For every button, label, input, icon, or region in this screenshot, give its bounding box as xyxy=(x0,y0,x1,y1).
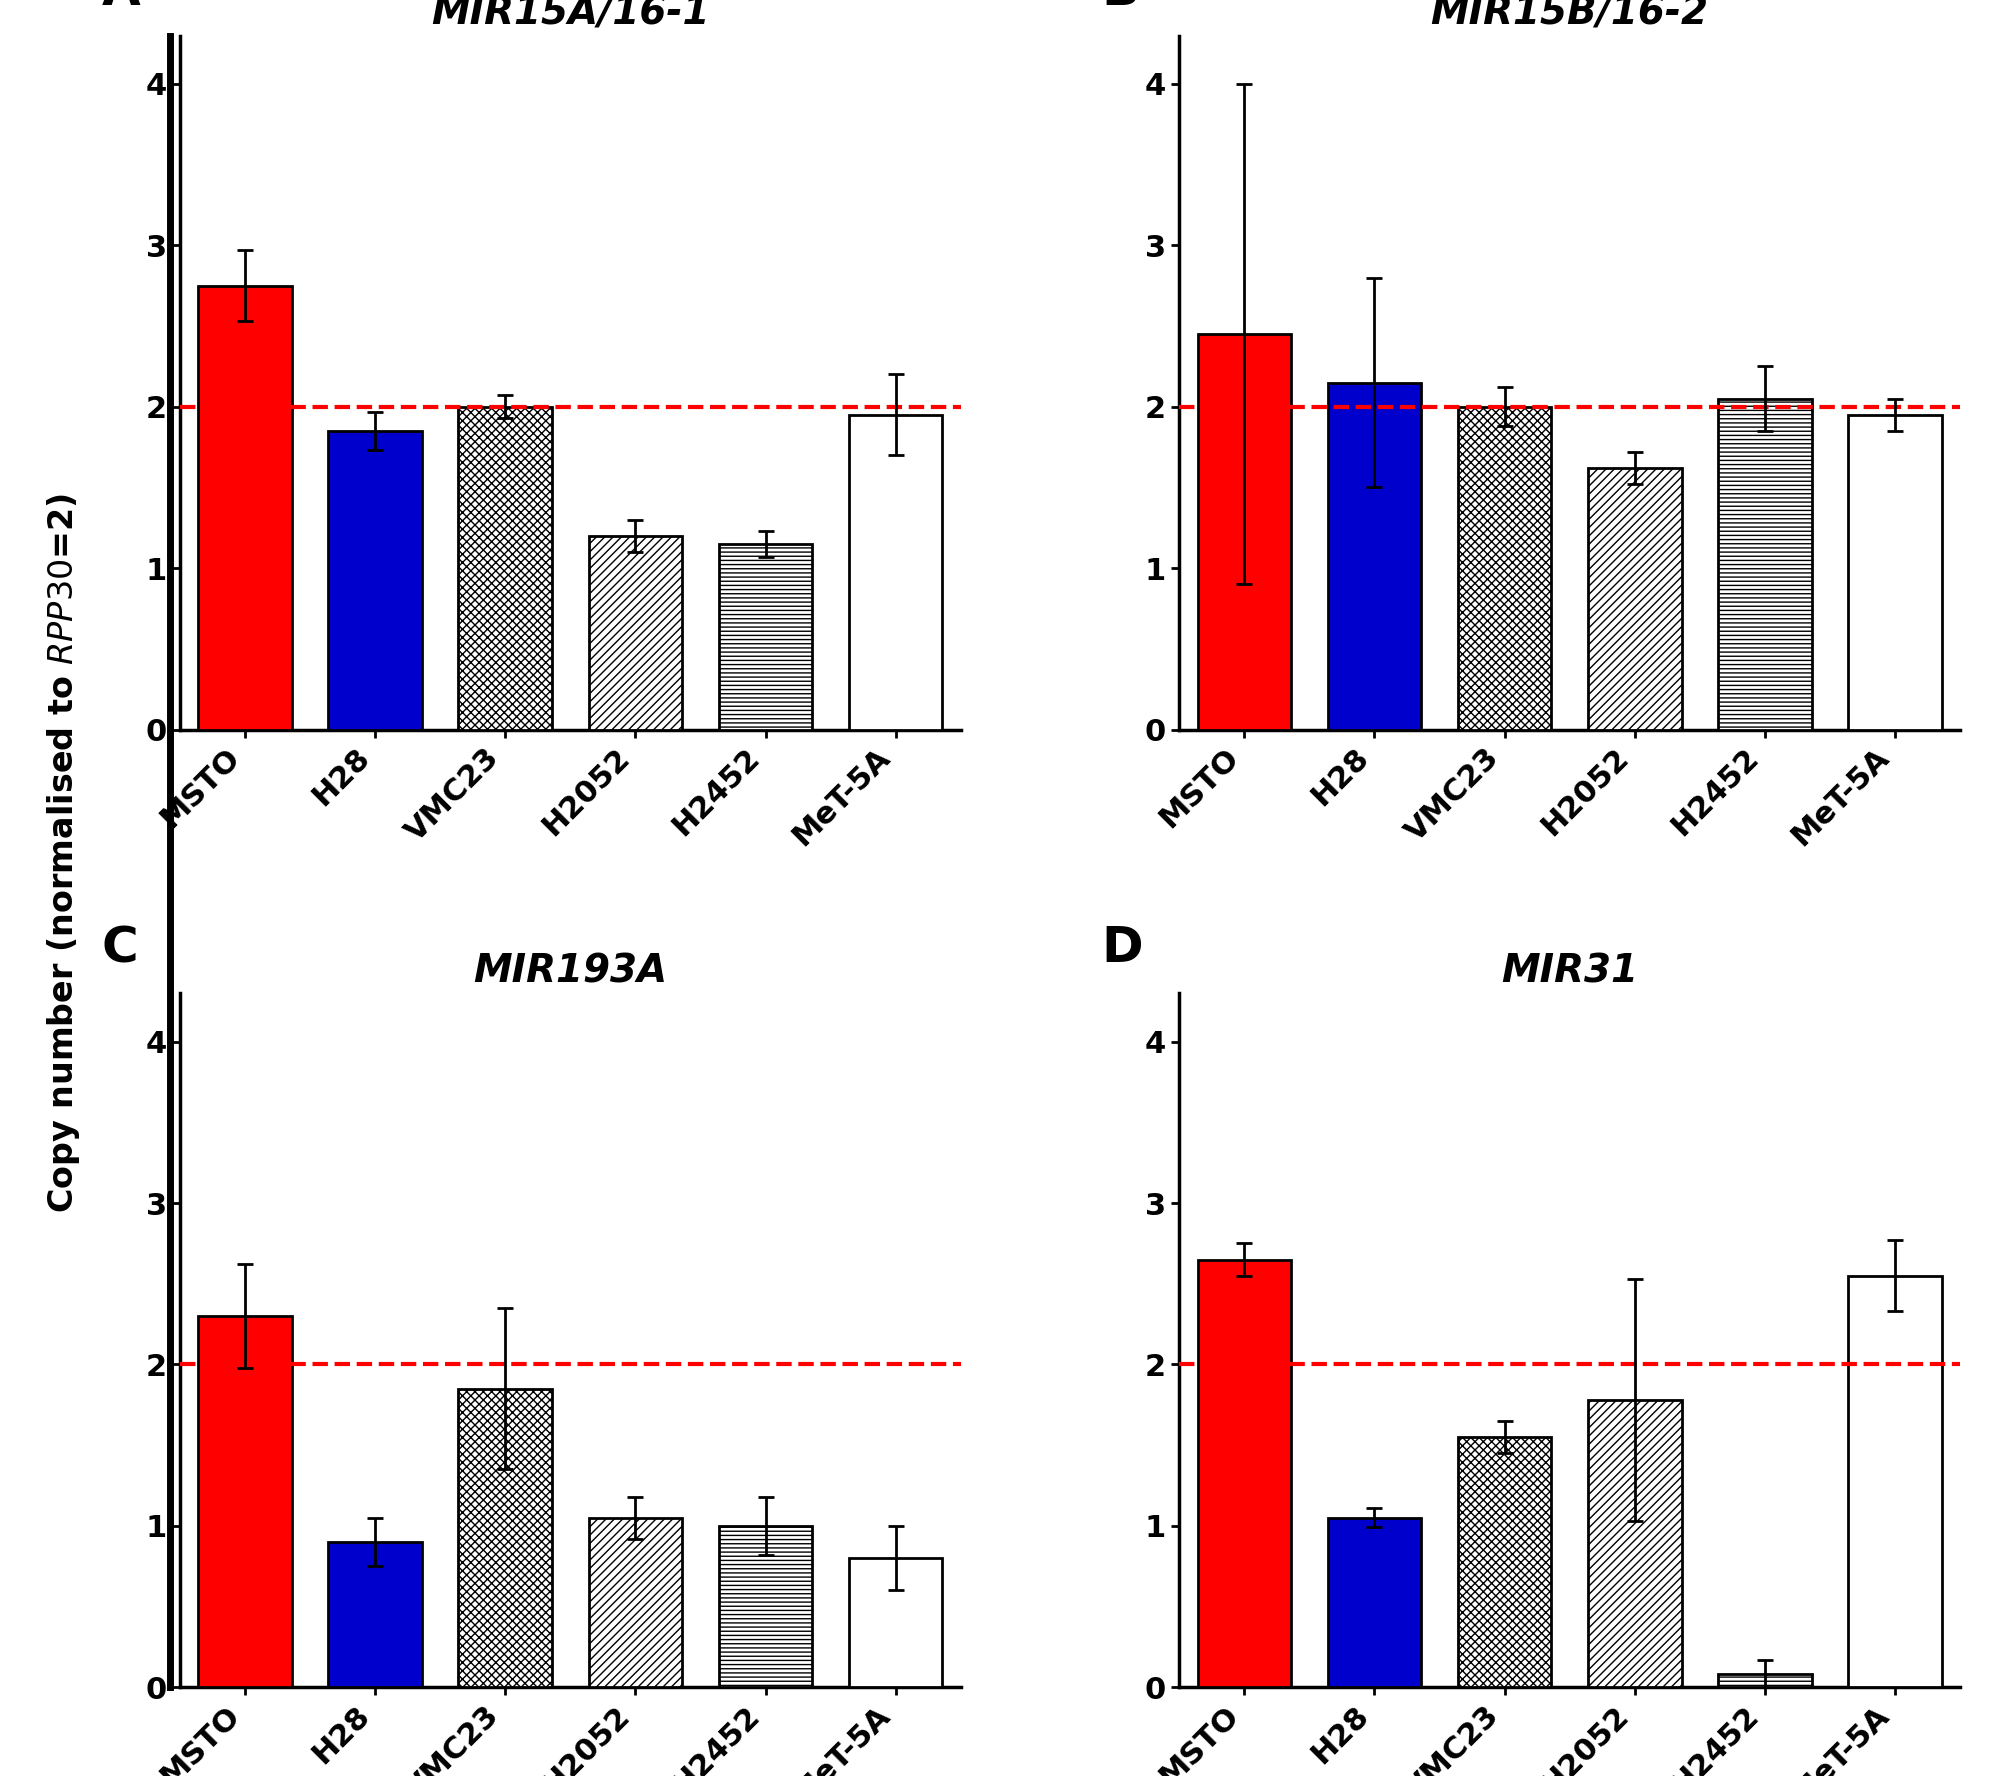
Text: Copy number (normalised to $\it{RPP30}$=2): Copy number (normalised to $\it{RPP30}$=… xyxy=(46,492,82,1213)
Bar xyxy=(328,432,422,730)
Title: MIR15A/16-1: MIR15A/16-1 xyxy=(432,0,710,32)
Bar xyxy=(848,416,942,730)
Title: MIR193A: MIR193A xyxy=(474,952,668,989)
Bar xyxy=(1458,407,1552,730)
Bar xyxy=(718,1526,812,1687)
Bar xyxy=(458,1389,552,1687)
Bar xyxy=(1198,334,1292,730)
Bar xyxy=(588,1518,682,1687)
Bar xyxy=(328,1542,422,1687)
Bar xyxy=(1328,382,1422,730)
Bar xyxy=(198,286,292,730)
Text: B: B xyxy=(1102,0,1140,14)
Bar xyxy=(1848,416,1942,730)
Text: D: D xyxy=(1102,924,1142,973)
Bar xyxy=(1588,1399,1682,1687)
Bar xyxy=(458,407,552,730)
Bar xyxy=(1198,1259,1292,1687)
Bar xyxy=(1718,398,1812,730)
Bar xyxy=(198,1316,292,1687)
Bar xyxy=(718,543,812,730)
Title: MIR31: MIR31 xyxy=(1502,952,1638,989)
Bar xyxy=(1848,1275,1942,1687)
Bar xyxy=(1718,1675,1812,1687)
Text: A: A xyxy=(102,0,140,14)
Bar xyxy=(1328,1518,1422,1687)
Bar xyxy=(848,1558,942,1687)
Bar xyxy=(1588,469,1682,730)
Bar xyxy=(1458,1437,1552,1687)
Text: C: C xyxy=(102,924,138,973)
Title: MIR15B/16-2: MIR15B/16-2 xyxy=(1430,0,1708,32)
Bar xyxy=(588,536,682,730)
